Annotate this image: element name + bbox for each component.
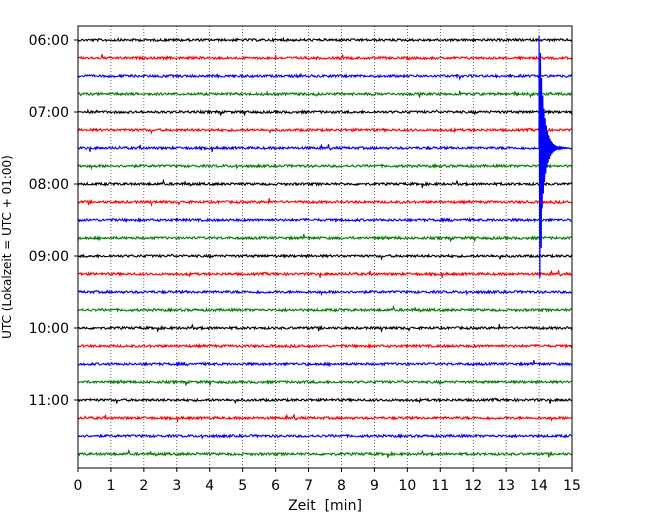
trace-line <box>77 198 573 208</box>
x-tick-label: 0 <box>74 478 83 494</box>
y-tick-label: 06:00 <box>29 33 69 49</box>
y-axis-title: UTC (Lokalzeit = UTC + 01:00) <box>0 155 14 339</box>
trace-line <box>77 89 573 99</box>
x-tick-label: 4 <box>205 478 214 494</box>
x-tick-label: 7 <box>304 478 313 494</box>
trace-line <box>77 126 573 135</box>
x-axis: 0 1 2 3 4 5 6 7 8 9 10 11 12 13 14 15 <box>74 468 581 494</box>
trace-line <box>77 379 573 386</box>
grid-lines <box>110 26 540 468</box>
y-tick-label: 09:00 <box>29 249 69 265</box>
trace-line <box>77 72 573 82</box>
x-tick-label: 13 <box>497 478 515 494</box>
y-tick-label: 11:00 <box>29 393 69 409</box>
trace-line <box>77 269 573 278</box>
x-axis-title: Zeit [min] <box>288 498 362 514</box>
trace-line <box>77 36 573 43</box>
trace-line <box>77 253 573 261</box>
x-tick-label: 12 <box>464 478 482 494</box>
x-tick-label: 2 <box>139 478 148 494</box>
y-tick-label: 10:00 <box>29 321 69 337</box>
x-tick-label: 6 <box>271 478 280 494</box>
trace-line <box>77 396 573 405</box>
event-signal <box>538 35 570 279</box>
trace-line <box>77 359 573 368</box>
trace-line <box>77 54 573 61</box>
x-tick-label: 10 <box>398 478 416 494</box>
x-tick-label: 1 <box>106 478 115 494</box>
trace-line <box>77 178 573 188</box>
x-tick-label: 14 <box>530 478 548 494</box>
y-axis: 06:00 07:00 08:00 09:00 10:00 11:00 <box>29 33 78 409</box>
trace-line <box>77 413 573 423</box>
x-tick-label: 8 <box>337 478 346 494</box>
y-tick-label: 07:00 <box>29 105 69 121</box>
trace-line <box>77 233 573 242</box>
trace-line <box>77 163 573 171</box>
trace-line <box>77 108 573 116</box>
x-tick-label: 3 <box>172 478 181 494</box>
x-tick-label: 11 <box>431 478 449 494</box>
y-tick-label: 08:00 <box>29 177 69 193</box>
trace-line <box>77 216 573 224</box>
trace-line <box>77 342 573 349</box>
x-tick-label: 9 <box>370 478 379 494</box>
trace-line <box>77 433 573 440</box>
x-tick-label: 15 <box>563 478 581 494</box>
trace-line <box>77 448 573 458</box>
x-tick-label: 5 <box>238 478 247 494</box>
plot-frame <box>77 25 573 469</box>
trace-line <box>77 323 573 334</box>
trace-line <box>77 304 573 314</box>
trace-line <box>77 143 573 152</box>
trace-line <box>77 289 573 297</box>
seismogram-traces <box>77 35 573 458</box>
